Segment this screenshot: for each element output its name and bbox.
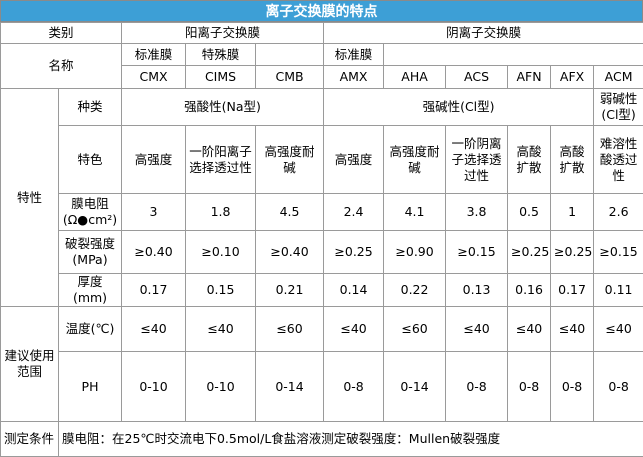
resistance-value: 2.4 [324,194,384,231]
temperature-value: ≤40 [446,307,508,352]
ph-value: 0-8 [551,352,594,422]
temperature-value: ≤60 [256,307,324,352]
resistance-value: 2.6 [594,194,643,231]
feature-row: 特色高强度一阶阳离子选择透过性高强度耐碱高强度高强度耐碱一阶阴离子选择透过性高酸… [1,126,643,194]
feature-value: 高酸扩散 [551,126,594,194]
subtype: 标准膜 [122,44,186,66]
membrane-code: AFX [551,66,594,89]
burst-value: ≥0.90 [384,231,446,274]
type-group: 弱碱性(Cl型) [594,89,643,126]
feature-value: 高强度 [122,126,186,194]
thickness-value: 0.11 [594,274,643,307]
cation-header: 阳离子交换膜 [122,23,324,44]
burst-value: ≥0.15 [594,231,643,274]
footer-row: 测定条件膜电阻：在25℃时交流电下0.5mol/L食盐溶液测定破裂强度：Mull… [1,422,643,457]
subtype-row: 名称标准膜特殊膜标准膜 [1,44,643,66]
subtype: 特殊膜 [186,44,256,66]
feature-value: 一阶阴离子选择透过性 [446,126,508,194]
resistance-value: 1.8 [186,194,256,231]
type-group: 强酸性(Na型) [122,89,324,126]
row-label: 种类 [59,89,122,126]
burst-value: ≥0.15 [446,231,508,274]
membrane-code: CMB [256,66,324,89]
feature-value: 高强度耐碱 [256,126,324,194]
thickness-value: 0.13 [446,274,508,307]
type-group: 强碱性(Cl型) [324,89,594,126]
ph-value: 0-10 [186,352,256,422]
ph-value: 0-14 [384,352,446,422]
thickness-value: 0.17 [551,274,594,307]
ph-value: 0-10 [122,352,186,422]
feature-value: 高酸扩散 [508,126,551,194]
row-label: 破裂强度 (MPa) [59,231,122,274]
temperature-value: ≤60 [384,307,446,352]
burst-value: ≥0.10 [186,231,256,274]
membrane-code: AHA [384,66,446,89]
membrane-code: CMX [122,66,186,89]
burst-value: ≥0.25 [508,231,551,274]
resistance-value: 1 [551,194,594,231]
burst-value: ≥0.25 [551,231,594,274]
thickness-value: 0.17 [122,274,186,307]
feature-value: 一阶阳离子选择透过性 [186,126,256,194]
thickness-value: 0.16 [508,274,551,307]
footer-text: 膜电阻：在25℃时交流电下0.5mol/L食盐溶液测定破裂强度：Mullen破裂… [59,422,643,457]
ph-value: 0-8 [594,352,643,422]
feature-value: 难溶性酸透过性 [594,126,643,194]
feature-value: 高强度耐碱 [384,126,446,194]
membrane-code: ACS [446,66,508,89]
group-label: 建议使用范围 [1,307,59,422]
temperature-value: ≤40 [594,307,643,352]
row-label: 厚度(mm) [59,274,122,307]
row-label: 类别 [1,23,122,44]
temperature-value: ≤40 [551,307,594,352]
burst-value: ≥0.40 [122,231,186,274]
row-label: PH [59,352,122,422]
thickness-value: 0.15 [186,274,256,307]
row-label: 名称 [1,44,122,89]
title-bar: 离子交换膜的特点 [0,0,643,22]
burst-value: ≥0.40 [256,231,324,274]
resistance-value: 3 [122,194,186,231]
thickness-value: 0.14 [324,274,384,307]
row-label: 特色 [59,126,122,194]
thickness-value: 0.21 [256,274,324,307]
resistance-value: 4.1 [384,194,446,231]
feature-value: 高强度 [324,126,384,194]
empty-cell [256,44,324,66]
anion-header: 阴离子交换膜 [324,23,643,44]
membrane-code: AMX [324,66,384,89]
empty-cell [384,44,643,66]
group-label: 特性 [1,89,59,307]
thickness-value: 0.22 [384,274,446,307]
row-label: 温度(℃) [59,307,122,352]
temperature-value: ≤40 [186,307,256,352]
membrane-code: CIMS [186,66,256,89]
row-label: 膜电阻 (Ω●cm²) [59,194,122,231]
temperature-value: ≤40 [122,307,186,352]
footer-label: 测定条件 [1,422,59,457]
burst-row: 破裂强度 (MPa)≥0.40≥0.10≥0.40≥0.25≥0.90≥0.15… [1,231,643,274]
temperature-row: 建议使用范围温度(℃)≤40≤40≤60≤40≤60≤40≤40≤40≤40 [1,307,643,352]
ph-value: 0-14 [256,352,324,422]
temperature-value: ≤40 [324,307,384,352]
ph-value: 0-8 [324,352,384,422]
ph-value: 0-8 [446,352,508,422]
membrane-code: ACM [594,66,643,89]
resistance-value: 4.5 [256,194,324,231]
subtype: 标准膜 [324,44,384,66]
burst-value: ≥0.25 [324,231,384,274]
category-row: 类别阳离子交换膜阴离子交换膜 [1,23,643,44]
resistance-value: 3.8 [446,194,508,231]
ph-value: 0-8 [508,352,551,422]
type-row: 特性种类强酸性(Na型)强碱性(Cl型)弱碱性(Cl型) [1,89,643,126]
membrane-code: AFN [508,66,551,89]
resistance-value: 0.5 [508,194,551,231]
temperature-value: ≤40 [508,307,551,352]
